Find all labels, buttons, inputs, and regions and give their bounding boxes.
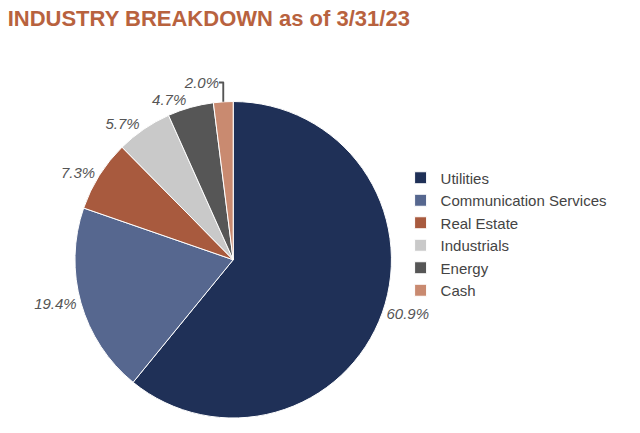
svg-text:2.0%: 2.0% xyxy=(184,74,219,91)
svg-text:INDUSTRY BREAKDOWN as of 3/31/: INDUSTRY BREAKDOWN as of 3/31/23 xyxy=(8,6,410,31)
svg-text:4.7%: 4.7% xyxy=(152,91,186,108)
svg-text:19.4%: 19.4% xyxy=(34,295,77,312)
svg-text:5.7%: 5.7% xyxy=(105,115,139,132)
svg-text:Industrials: Industrials xyxy=(441,237,509,254)
svg-text:Communication Services: Communication Services xyxy=(441,192,607,209)
svg-text:Energy: Energy xyxy=(441,260,489,277)
svg-text:Cash: Cash xyxy=(441,282,476,299)
svg-text:7.3%: 7.3% xyxy=(61,164,95,181)
svg-text:Utilities: Utilities xyxy=(441,170,489,187)
svg-text:Real Estate: Real Estate xyxy=(441,215,519,232)
svg-text:60.9%: 60.9% xyxy=(387,305,430,322)
